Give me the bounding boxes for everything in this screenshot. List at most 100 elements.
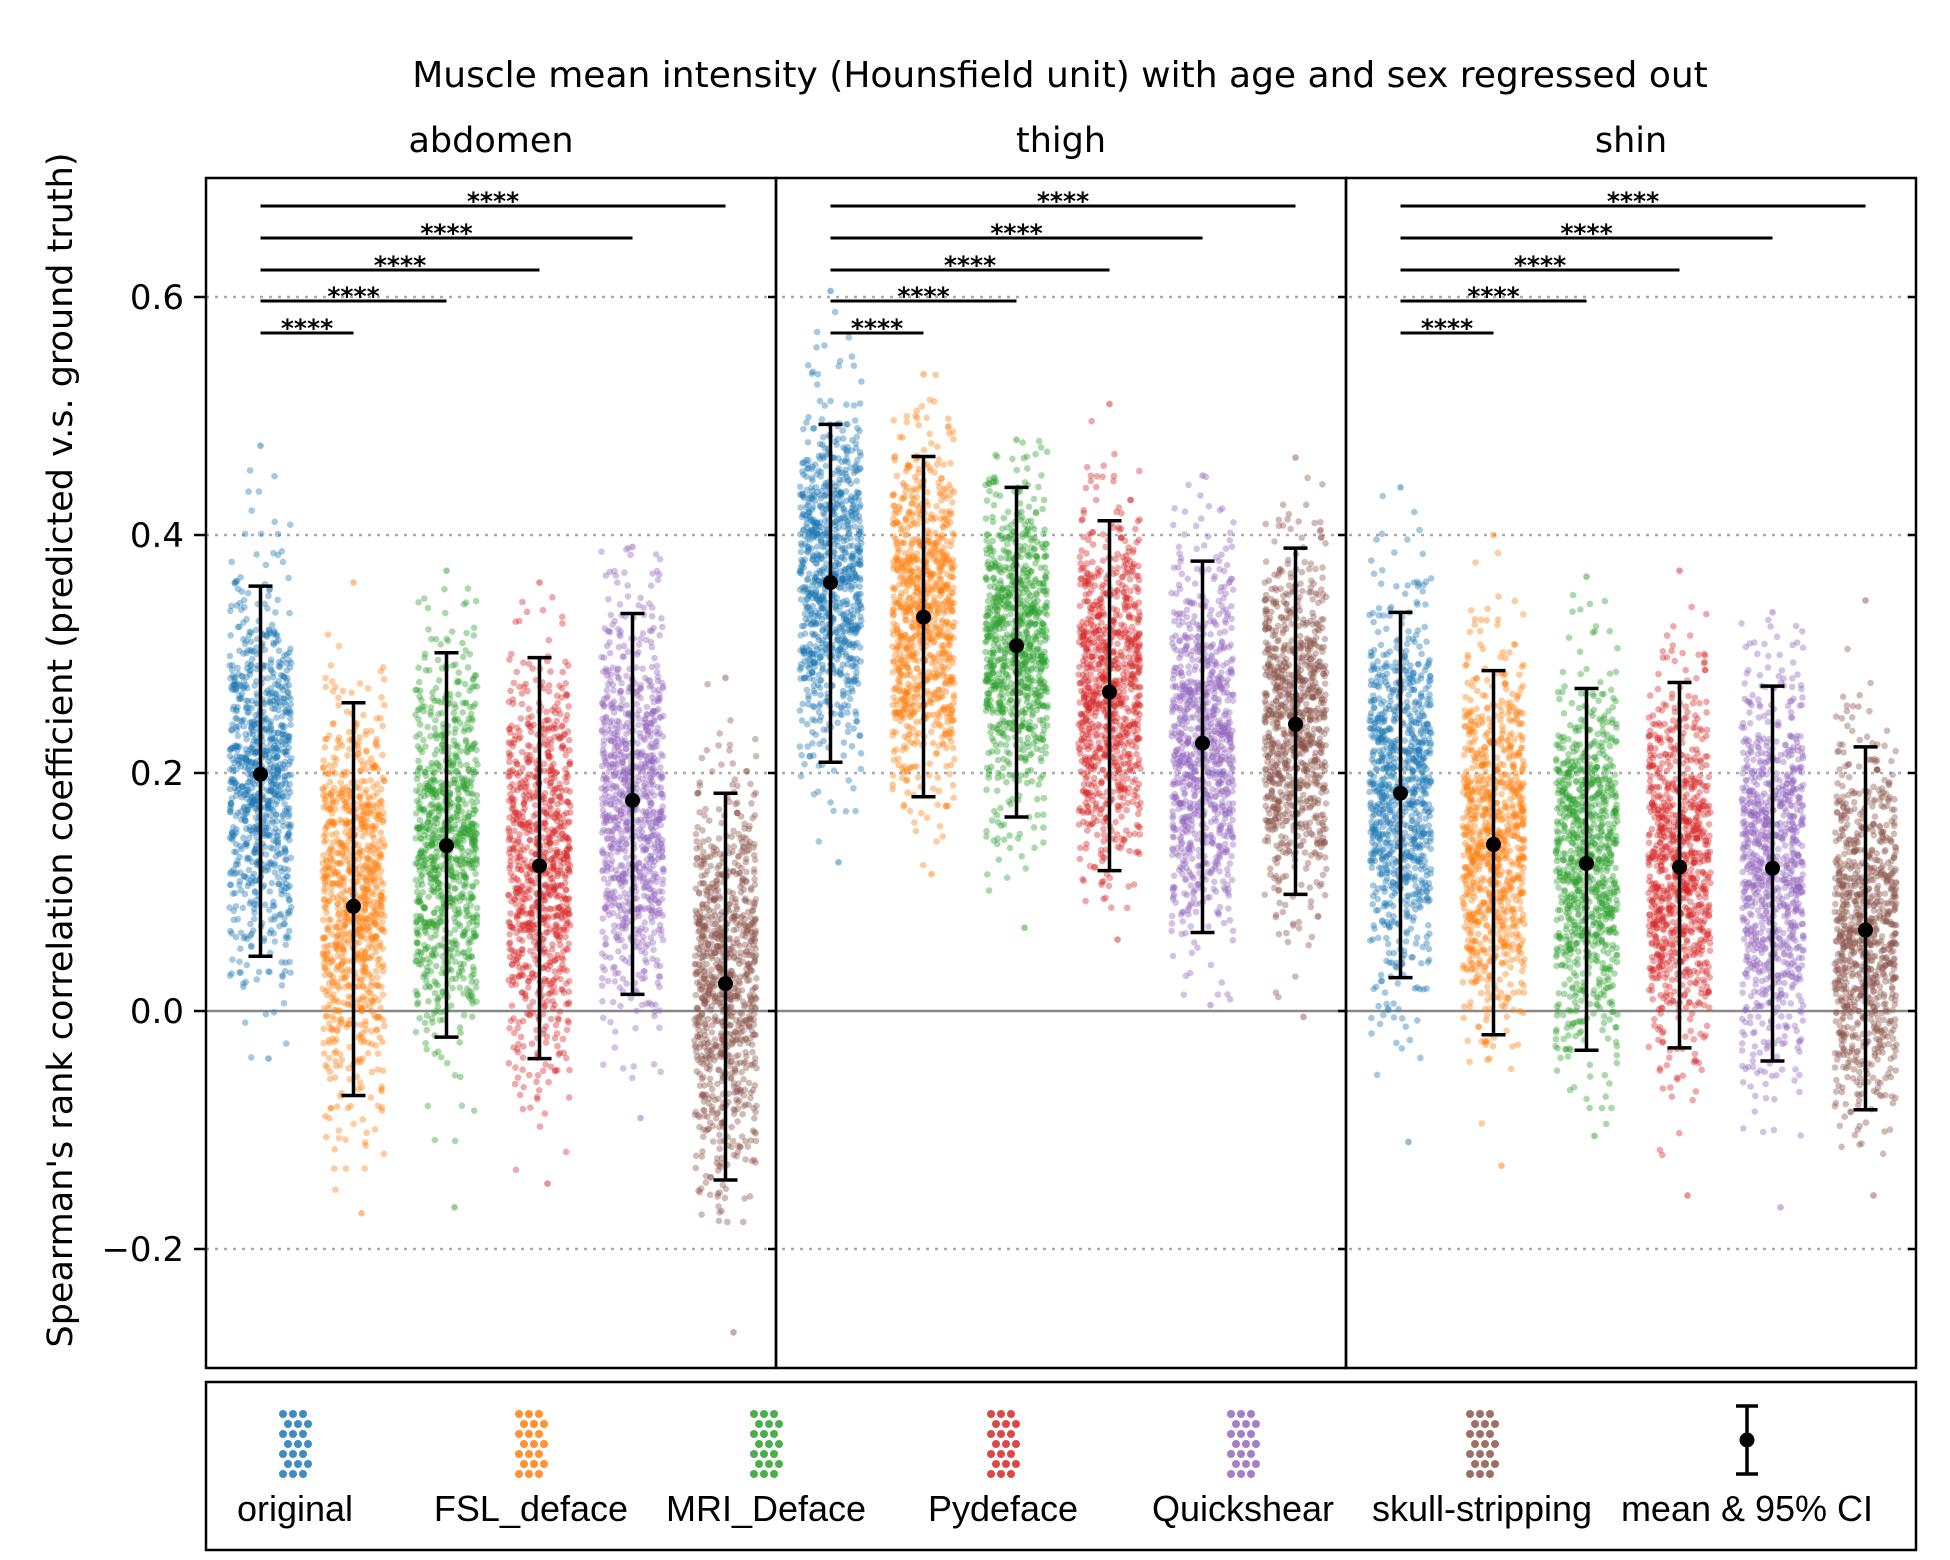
data-point	[563, 920, 570, 928]
data-point	[648, 720, 655, 727]
data-point	[510, 679, 518, 687]
data-point	[650, 708, 658, 716]
data-point	[456, 897, 464, 905]
data-point	[656, 1007, 663, 1014]
data-point	[287, 969, 294, 976]
data-point	[327, 804, 335, 812]
data-point	[425, 843, 433, 851]
data-point	[432, 635, 440, 643]
data-point	[562, 980, 570, 987]
data-point	[239, 904, 247, 912]
data-point	[335, 794, 343, 802]
data-point	[659, 623, 666, 631]
data-point	[657, 1068, 664, 1076]
data-point	[524, 873, 531, 881]
data-point	[229, 672, 237, 680]
data-point	[249, 927, 257, 934]
data-point	[522, 992, 529, 1000]
data-point	[287, 854, 295, 862]
data-point	[227, 927, 234, 935]
data-point	[450, 762, 457, 769]
data-point	[344, 1104, 352, 1112]
data-point	[472, 597, 480, 605]
data-point	[241, 815, 249, 823]
data-point	[368, 1007, 376, 1015]
data-point	[513, 959, 521, 967]
data-point	[615, 948, 622, 955]
data-point	[624, 582, 631, 589]
data-point	[507, 1017, 515, 1024]
data-point	[643, 711, 651, 718]
data-point	[541, 820, 549, 827]
data-point	[227, 800, 235, 808]
data-point	[614, 579, 621, 586]
data-point	[523, 783, 530, 790]
data-point	[550, 886, 557, 893]
data-point	[421, 650, 429, 658]
data-point	[428, 800, 436, 808]
data-point	[234, 732, 242, 740]
data-point	[273, 818, 281, 825]
data-point	[527, 947, 534, 955]
data-point	[251, 759, 259, 767]
data-point	[229, 681, 237, 688]
data-point	[360, 893, 368, 901]
data-point	[358, 1210, 365, 1217]
data-point	[286, 958, 293, 966]
data-point	[614, 936, 622, 944]
data-point	[520, 659, 527, 666]
data-point	[272, 690, 279, 697]
data-point	[700, 1133, 707, 1140]
data-point	[233, 726, 240, 734]
data-point	[244, 770, 252, 777]
data-point	[248, 930, 255, 938]
data-point	[320, 786, 327, 793]
data-point	[238, 690, 246, 697]
data-point	[508, 973, 516, 981]
data-point	[228, 830, 236, 838]
data-point	[547, 1015, 555, 1023]
data-point	[371, 875, 379, 883]
data-point	[280, 822, 287, 830]
data-point	[327, 857, 335, 864]
data-point	[637, 635, 644, 643]
data-point	[247, 898, 255, 905]
data-point	[276, 922, 283, 930]
data-point	[248, 797, 255, 804]
data-point	[432, 684, 440, 692]
data-point	[245, 758, 253, 765]
data-point	[235, 722, 242, 730]
data-point	[646, 743, 654, 750]
data-point	[653, 878, 660, 886]
data-point	[227, 799, 235, 807]
data-point	[322, 674, 329, 682]
data-point	[243, 735, 250, 743]
data-point	[611, 978, 619, 985]
data-point	[423, 1046, 431, 1053]
data-point	[361, 1165, 369, 1172]
data-point	[660, 712, 667, 720]
data-point	[286, 824, 294, 831]
data-point	[443, 567, 450, 574]
data-point	[451, 741, 459, 749]
data-point	[268, 860, 275, 868]
data-point	[284, 832, 292, 839]
data-point	[546, 959, 553, 966]
data-point	[525, 714, 532, 722]
data-point	[435, 866, 443, 874]
data-point	[505, 892, 512, 899]
data-point	[603, 686, 611, 694]
data-point	[335, 1134, 343, 1142]
data-point	[281, 695, 288, 703]
data-point	[466, 920, 473, 927]
data-point	[540, 1026, 548, 1034]
data-point	[332, 1057, 339, 1065]
data-point	[356, 680, 364, 687]
data-point	[322, 1113, 329, 1120]
data-point	[607, 611, 615, 619]
data-point	[599, 998, 606, 1005]
data-point	[243, 665, 251, 672]
data-point	[246, 767, 254, 774]
data-point	[635, 707, 643, 714]
data-point	[243, 809, 251, 817]
